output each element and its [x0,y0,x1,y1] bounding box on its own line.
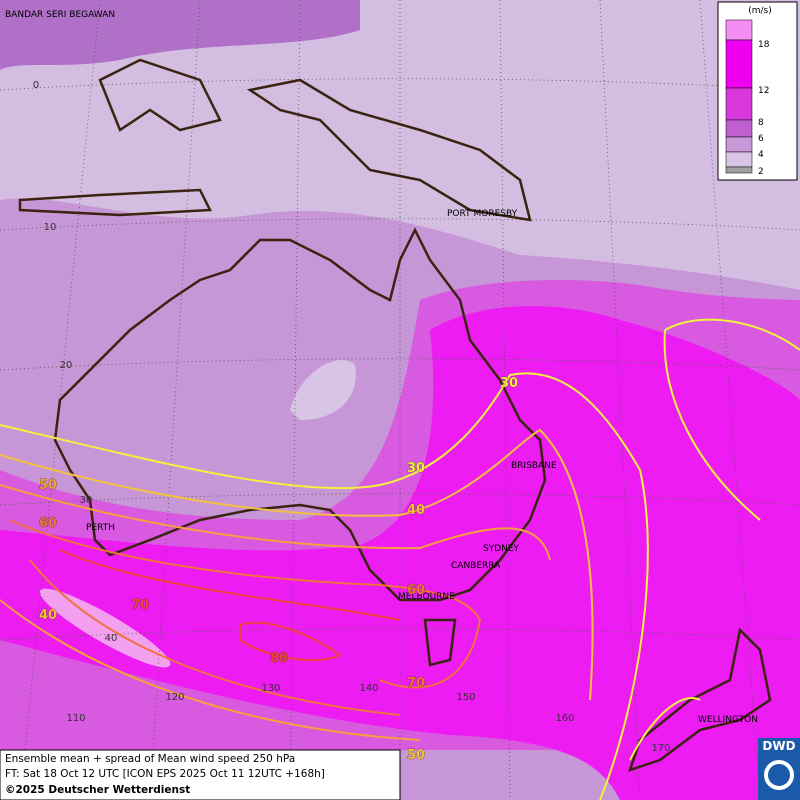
peak-field [39,588,171,668]
lon-label: 120 [165,692,184,703]
lat-label: 0 [33,80,39,91]
legend-level: 6 [758,134,764,144]
contour-label: 70 [131,598,149,613]
strong-field [0,306,800,800]
legend-swatches [725,19,753,174]
lat-label: 30 [80,495,93,506]
legend-level: 4 [758,150,764,160]
contour-label: 60 [39,516,57,531]
contour-label: 80 [270,651,288,666]
coastline [18,58,772,772]
lat-label: 10 [44,222,57,233]
caption-box [0,749,401,800]
contour-label: 50 [407,748,425,763]
caption-line: ©2025 Deutscher Wetterdienst [5,784,190,796]
contour-label: 30 [500,376,518,391]
city-label: BANDAR SERI BEGAWAN [5,10,115,20]
city-label: MELBOURNE [398,592,455,602]
lon-label: 130 [261,683,280,694]
lon-label: 160 [555,713,574,724]
legend-unit: (m/s) [748,6,772,16]
logo-text: DWD [762,739,795,753]
contours [0,318,800,800]
logo-swirl [764,760,794,790]
lon-label: 110 [66,713,85,724]
lon-label: 170 [651,743,670,754]
legend-level: 12 [758,86,769,96]
city-label: WELLINGTON [698,715,758,725]
contour-label: 50 [39,478,57,493]
contour-label: 60 [407,583,425,598]
caption-line: Ensemble mean + spread of Mean wind spee… [5,753,295,765]
contour-label: 30 [407,461,425,476]
city-label: CANBERRA [451,561,501,571]
city-label: SYDNEY [483,544,520,554]
legend-level: 2 [758,167,764,177]
contour-label: 40 [407,503,425,518]
legend-level: 8 [758,118,764,128]
lon-label: 140 [359,683,378,694]
lat-label: 40 [105,633,118,644]
caption-line: FT: Sat 18 Oct 12 UTC [ICON EPS 2025 Oct… [5,768,325,780]
city-label: PERTH [86,523,115,533]
city-label: PORT MORESBY [447,209,518,219]
light-field [290,360,356,420]
city-label: BRISBANE [511,461,557,471]
dark-field [0,0,360,70]
lat-label: 20 [60,360,73,371]
contour-label: 40 [39,608,57,623]
legend-level: 18 [758,40,770,50]
lon-label: 150 [456,692,475,703]
contour-label: 70 [407,676,425,691]
